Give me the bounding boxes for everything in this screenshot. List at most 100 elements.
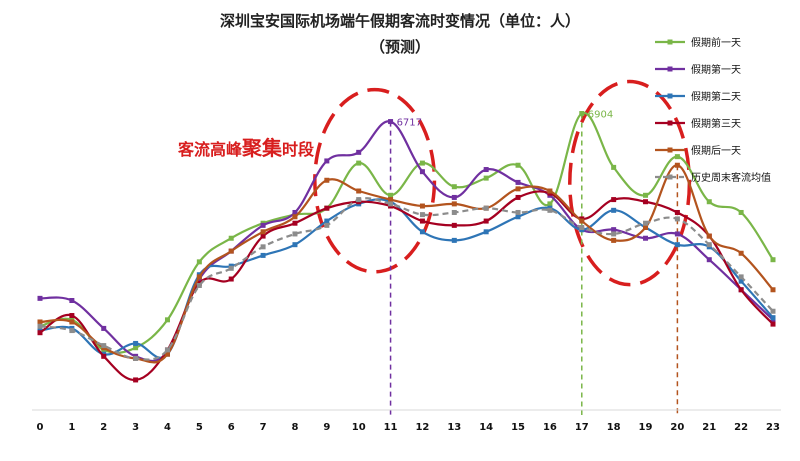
series-point: [515, 194, 521, 200]
legend-label: 假期后一天: [691, 144, 741, 157]
data-labels: 6717 6904: [397, 110, 614, 129]
series-point: [37, 323, 43, 329]
series-point: [451, 201, 457, 207]
peak-annotation: 客流高峰聚集时段: [178, 136, 315, 160]
x-tick-label: 6: [228, 422, 235, 433]
series-point: [515, 162, 521, 168]
series-point: [292, 231, 298, 237]
series-point: [419, 203, 425, 209]
series-point: [643, 220, 649, 226]
series-point: [738, 278, 744, 284]
series-point: [419, 229, 425, 235]
series-point: [133, 355, 139, 361]
chart-title: 深圳宝安国际机场端午假期客流时变情况（单位：人）: [220, 12, 580, 30]
legend-label: 假期第一天: [691, 63, 741, 76]
series-point: [324, 222, 330, 228]
x-tick-label: 7: [260, 422, 267, 433]
series-point: [547, 201, 553, 207]
series-point: [69, 328, 75, 334]
series-point: [611, 231, 617, 237]
series-line: [39, 120, 774, 363]
series-point: [706, 233, 712, 239]
x-tick-label: 11: [384, 422, 398, 433]
series-point: [706, 199, 712, 205]
series-point: [196, 274, 202, 280]
series-point: [419, 212, 425, 218]
series-point: [292, 242, 298, 248]
series-point: [101, 353, 107, 359]
x-tick-label: 18: [607, 422, 621, 433]
series-point: [770, 321, 776, 327]
series-point: [324, 218, 330, 224]
series-point: [674, 162, 680, 168]
peak-annotation-prefix: 客流高峰: [178, 140, 243, 159]
series-point: [451, 184, 457, 190]
series-point: [228, 248, 234, 254]
x-tick-label: 10: [352, 422, 366, 433]
legend-marker: [667, 120, 673, 126]
series-point: [451, 194, 457, 200]
legend-item: 假期后一天: [655, 144, 741, 157]
series-point: [228, 276, 234, 282]
legend-label: 假期第三天: [691, 117, 741, 130]
x-tick-label: 9: [323, 422, 330, 433]
x-tick-label: 0: [37, 422, 44, 433]
series-point: [356, 188, 362, 194]
peak-annotation-suffix: 时段: [282, 140, 315, 159]
x-tick-label: 17: [575, 422, 589, 433]
series-point: [611, 237, 617, 243]
series-point: [228, 235, 234, 241]
x-tick-label: 13: [447, 422, 461, 433]
series-point: [324, 177, 330, 183]
series-line: [39, 112, 774, 354]
legend-item: 假期第三天: [655, 117, 741, 130]
data-label: 6717: [397, 118, 422, 129]
series-point: [260, 252, 266, 258]
series-point: [674, 216, 680, 222]
x-tick-label: 14: [479, 422, 493, 433]
series-point: [133, 345, 139, 351]
series-point: [643, 199, 649, 205]
series-point: [643, 192, 649, 198]
series-group: [37, 111, 776, 383]
series-point: [419, 218, 425, 224]
legend-marker: [667, 66, 673, 72]
series-point: [770, 257, 776, 263]
series-point: [37, 330, 43, 336]
x-tick-label: 21: [702, 422, 716, 433]
series-point: [324, 158, 330, 164]
series-point: [579, 225, 585, 230]
x-axis-ticks: 0 1 2 3 4 5 6 7 8 9 10 11 12 13 14 15 16 17 18 19 20 21 22 23: [37, 422, 780, 433]
series-point: [260, 222, 266, 228]
series-point: [738, 250, 744, 256]
x-tick-label: 3: [132, 422, 139, 433]
series-point: [356, 160, 362, 166]
series-point: [770, 315, 776, 321]
series-point: [674, 209, 680, 215]
series-point: [706, 257, 712, 263]
series-point: [706, 242, 712, 248]
legend-item: 假期前一天: [655, 36, 741, 49]
series-point: [388, 201, 394, 207]
reference-lines: [389, 113, 679, 415]
series-point: [133, 340, 139, 346]
series-point: [770, 287, 776, 293]
series-point: [196, 282, 202, 288]
legend-label: 假期第二天: [691, 90, 741, 103]
series-point: [37, 319, 43, 325]
x-tick-label: 1: [68, 422, 75, 433]
series-point: [164, 351, 170, 357]
series-line: [39, 198, 774, 359]
series-point: [228, 265, 234, 271]
series-point: [483, 205, 489, 211]
series-point: [419, 169, 425, 175]
series-point: [260, 244, 266, 250]
series-point: [674, 242, 680, 248]
legend-marker: [667, 93, 673, 99]
series-point: [579, 111, 585, 117]
peak-annotation-highlight: 聚集: [241, 136, 283, 160]
legend-item: 假期第二天: [655, 90, 741, 103]
series-point: [611, 197, 617, 203]
series-point: [770, 308, 776, 314]
